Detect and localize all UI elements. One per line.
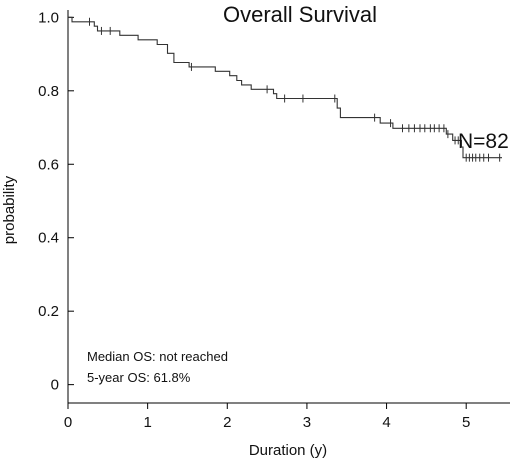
x-tick-label: 1 — [143, 414, 151, 431]
median-os-annotation: Median OS: not reached — [87, 349, 228, 364]
x-axis-label: Duration (y) — [249, 442, 327, 459]
x-tick-label: 4 — [382, 414, 390, 431]
n-label: N=82 — [458, 130, 509, 153]
y-tick-label: 0.8 — [38, 83, 59, 100]
y-tick-label: 0.4 — [38, 230, 59, 247]
five-year-os-annotation: 5-year OS: 61.8% — [87, 370, 191, 385]
censor-marks — [89, 17, 501, 162]
y-tick-label: 1.0 — [38, 9, 59, 26]
axes — [67, 10, 510, 404]
chart-title: Overall Survival — [223, 2, 377, 27]
y-tick-label: 0.6 — [38, 156, 59, 173]
y-tick-label: 0 — [51, 377, 59, 394]
y-axis-label: probability — [1, 175, 18, 244]
y-ticks: 0 0.2 0.4 0.6 0.8 1.0 — [38, 9, 74, 394]
x-ticks: 0 1 2 3 4 5 — [64, 403, 470, 431]
survival-curve — [68, 16, 502, 159]
x-tick-label: 5 — [462, 414, 470, 431]
x-tick-label: 2 — [223, 414, 231, 431]
y-tick-label: 0.2 — [38, 303, 59, 320]
x-tick-label: 0 — [64, 414, 72, 431]
x-tick-label: 3 — [303, 414, 311, 431]
